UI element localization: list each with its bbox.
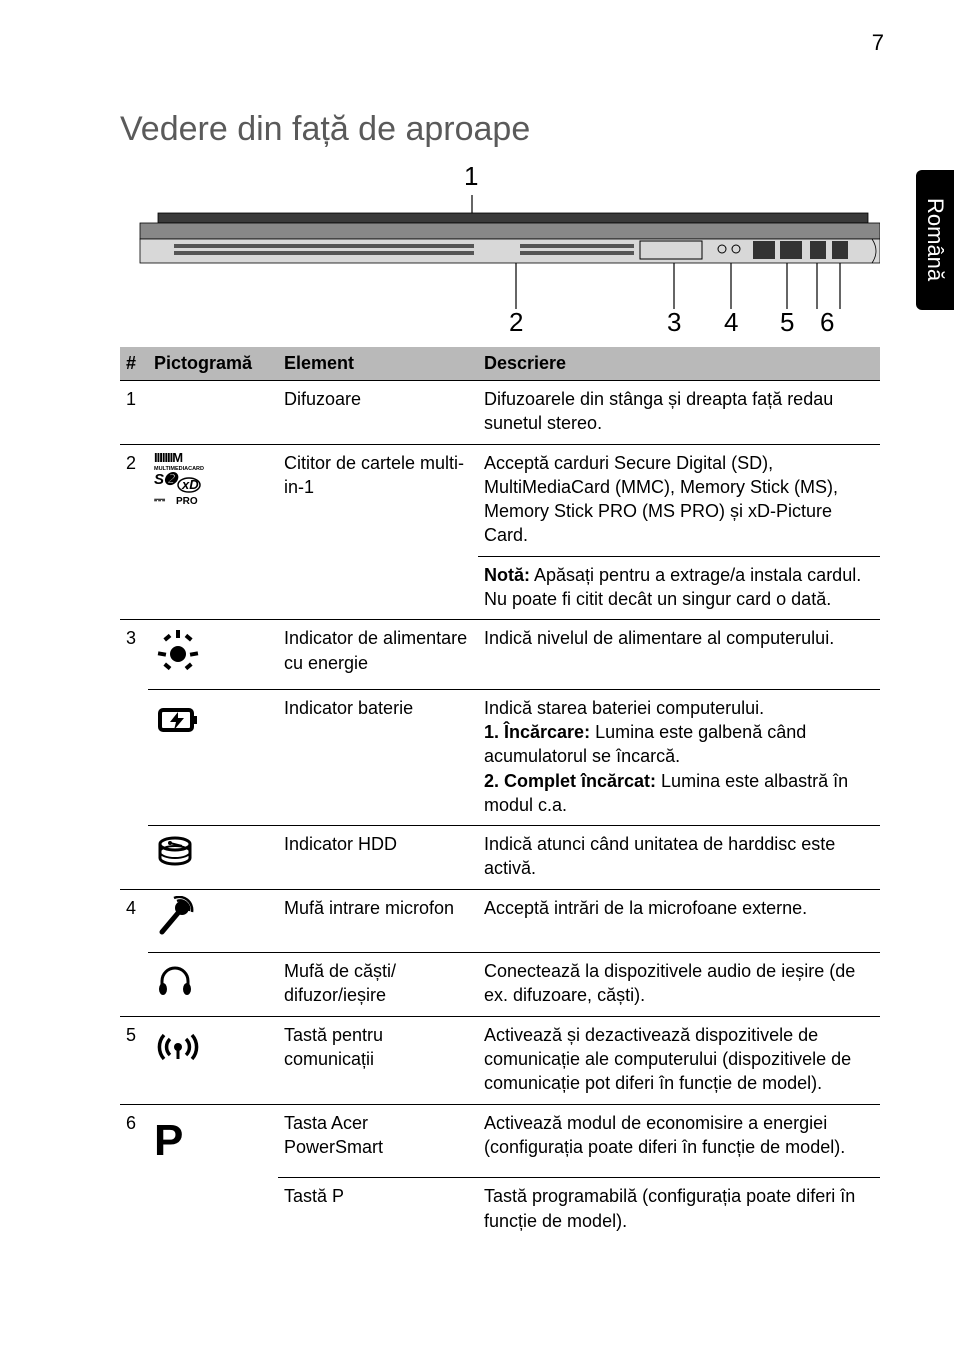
cell-elem: Mufă intrare microfon (278, 889, 478, 952)
spec-table: # Pictogramă Element Descriere 1 Difuzoa… (120, 347, 880, 1241)
cell-pict (148, 1016, 278, 1104)
table-row: Indicator HDD Indică atunci când unitate… (120, 826, 880, 890)
p-key-icon: P (154, 1116, 183, 1165)
header-elem: Element (278, 347, 478, 381)
cell-num: 2 (120, 444, 148, 556)
cell-elem: Indicator baterie (278, 689, 478, 825)
page-number: 7 (872, 30, 884, 56)
language-side-tab: Română (916, 170, 954, 310)
cell-desc: Conectează la dispozitivele audio de ieș… (478, 953, 880, 1017)
svg-text:PRO: PRO (176, 496, 198, 507)
cell-desc: Indică nivelul de alimentare al computer… (478, 620, 880, 689)
cell-pict: P (148, 1104, 278, 1178)
cell-pict (148, 889, 278, 952)
cell-pict (148, 381, 278, 445)
table-header-row: # Pictogramă Element Descriere (120, 347, 880, 381)
table-row: 4 Mufă intrare microfon Acceptă intrări … (120, 889, 880, 952)
table-row: 2 IIIIIIIM MULTIMEDIACARD S➋ xD ⎓ PRO (120, 444, 880, 556)
cell-pict (148, 689, 278, 825)
table-row: Notă: Apăsați pentru a extrage/a instala… (120, 556, 880, 620)
mic-icon (154, 896, 196, 938)
desc-b2-label: 2. Complet încărcat: (484, 771, 656, 791)
cell-elem: Cititor de cartele multi-in-1 (278, 444, 478, 556)
power-led-icon (154, 626, 202, 674)
table-row: 6 P Tasta Acer PowerSmart Activează modu… (120, 1104, 880, 1178)
desc-main: Acceptă carduri Secure Digital (SD), Mul… (484, 453, 838, 546)
cell-elem: Tasta Acer PowerSmart (278, 1104, 478, 1178)
desc-b1-label: 1. Încărcare: (484, 722, 590, 742)
cell-elem: Difuzoare (278, 381, 478, 445)
cell-pict: IIIIIIIM MULTIMEDIACARD S➋ xD ⎓ PRO (148, 444, 278, 556)
cell-elem: Mufă de căști/ difuzor/ieșire (278, 953, 478, 1017)
cell-elem: Tastă P (278, 1178, 478, 1241)
table-row: 1 Difuzoare Difuzoarele din stânga și dr… (120, 381, 880, 445)
diagram-svg (120, 159, 880, 329)
page-content: Vedere din față de aproape (120, 110, 880, 1241)
desc-line1: Indică starea bateriei computerului. (484, 698, 764, 718)
cell-num: 4 (120, 889, 148, 952)
table-row: Mufă de căști/ difuzor/ieșire Conectează… (120, 953, 880, 1017)
table-row: Indicator baterie Indică starea bateriei… (120, 689, 880, 825)
cell-pict (148, 826, 278, 890)
cell-elem: Indicator HDD (278, 826, 478, 890)
hdd-icon (154, 832, 196, 874)
note-text: Apăsați pentru a extrage/a instala cardu… (484, 565, 861, 609)
cell-elem: Tastă pentru comunicații (278, 1016, 478, 1104)
cell-desc: Difuzoarele din stânga și dreapta față r… (478, 381, 880, 445)
cell-num: 1 (120, 381, 148, 445)
cell-desc: Acceptă carduri Secure Digital (SD), Mul… (478, 444, 880, 556)
headphones-icon (154, 959, 196, 1001)
cell-num: 5 (120, 1016, 148, 1104)
header-num: # (120, 347, 148, 381)
svg-text:S➋: S➋ (154, 471, 179, 488)
cell-desc: Activează modul de economisire a energie… (478, 1104, 880, 1178)
header-desc: Descriere (478, 347, 880, 381)
cell-desc: Acceptă intrări de la microfoane externe… (478, 889, 880, 952)
svg-text:IIIIIIIM: IIIIIIIM (154, 451, 182, 465)
cell-desc: Tastă programabilă (configurația poate d… (478, 1178, 880, 1241)
callout-6: 6 (820, 307, 834, 338)
callout-2: 2 (509, 307, 523, 338)
header-pict: Pictogramă (148, 347, 278, 381)
cell-num: 3 (120, 620, 148, 689)
cell-desc: Indică atunci când unitatea de harddisc … (478, 826, 880, 890)
cell-pict (148, 953, 278, 1017)
cell-pict (148, 620, 278, 689)
cell-num: 6 (120, 1104, 148, 1178)
callout-1: 1 (464, 161, 478, 192)
callout-4: 4 (724, 307, 738, 338)
callout-5: 5 (780, 307, 794, 338)
cell-desc: Indică starea bateriei computerului. 1. … (478, 689, 880, 825)
multimedia-icon: IIIIIIIM MULTIMEDIACARD S➋ xD ⎓ PRO (154, 451, 272, 516)
svg-text:⎓: ⎓ (154, 491, 166, 507)
note-label: Notă: (484, 565, 530, 585)
table-row: 5 Tastă pentru comunicații Activează și … (120, 1016, 880, 1104)
cell-elem: Indicator de alimentare cu energie (278, 620, 478, 689)
callout-3: 3 (667, 307, 681, 338)
table-row: 3 Indicator de alimentare cu energie Ind (120, 620, 880, 689)
cell-desc-note: Notă: Apăsați pentru a extrage/a instala… (478, 556, 880, 620)
laptop-front-diagram: 1 2 3 4 5 6 (120, 159, 880, 329)
cell-desc: Activează și dezactivează dispozitivele … (478, 1016, 880, 1104)
wireless-icon (154, 1023, 202, 1071)
table-row: Tastă P Tastă programabilă (configurația… (120, 1178, 880, 1241)
battery-icon (154, 696, 202, 744)
page-title: Vedere din față de aproape (120, 110, 880, 149)
